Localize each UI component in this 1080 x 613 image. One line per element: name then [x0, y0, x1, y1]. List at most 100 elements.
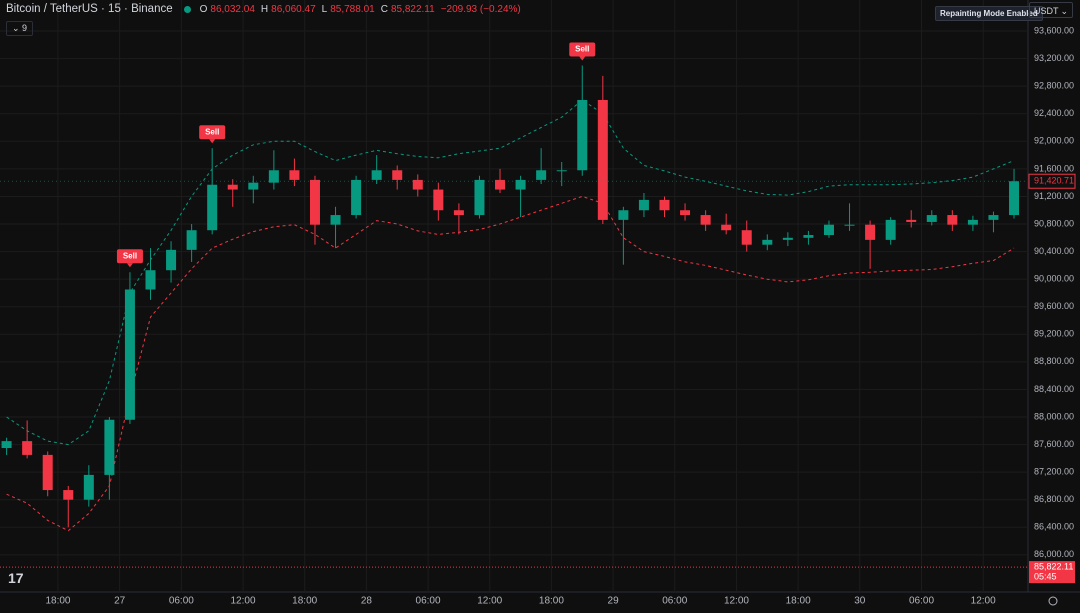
candle-body [227, 184, 238, 190]
candle-body [1, 441, 12, 449]
y-tick-label: 93,600.00 [1034, 25, 1074, 35]
y-tick-label: 92,400.00 [1034, 108, 1074, 118]
lower-band [6, 195, 1015, 532]
candle-body [597, 99, 608, 220]
candle-body [947, 215, 958, 225]
ohlc-key: H [260, 3, 269, 15]
y-tick-label: 87,200.00 [1034, 467, 1074, 477]
signal-box [199, 125, 226, 140]
x-tick-label: 12:00 [231, 596, 256, 607]
x-tick-label: 28 [361, 596, 373, 607]
signal-box [116, 249, 143, 264]
y-tick-label: 87,600.00 [1034, 439, 1074, 449]
candle-body [63, 490, 74, 500]
candle-body [207, 184, 218, 231]
x-tick-label: 06:00 [416, 596, 441, 607]
ohlc-value: 85,788.01 [330, 3, 375, 15]
countdown: 05:45 [1034, 571, 1057, 581]
candle-body [42, 454, 53, 491]
signal-label: Sell [575, 45, 589, 54]
current-price-box [1029, 561, 1075, 584]
x-tick-label: 27 [114, 596, 126, 607]
y-tick-label: 86,400.00 [1034, 522, 1074, 532]
signal-label: Sell [205, 127, 219, 136]
ohlc-value: 86,060.47 [271, 3, 316, 15]
current-price-label: 85,822.11 [1034, 561, 1073, 571]
candle-body [638, 199, 649, 211]
indicators-toggle[interactable]: ⌄ 9 [6, 21, 34, 36]
x-tick-label: 06:00 [169, 596, 194, 607]
logo: 17 [8, 570, 24, 586]
settings-icon[interactable] [1048, 596, 1058, 606]
last-price-box [1028, 173, 1076, 189]
candle-body [495, 179, 506, 190]
candle-body [618, 210, 629, 220]
candle-body [906, 219, 917, 222]
y-tick-label: 89,200.00 [1034, 329, 1074, 339]
candle-body [166, 249, 177, 271]
candle-body [823, 224, 834, 236]
candle-body [145, 270, 156, 290]
candle-body [700, 215, 711, 225]
currency-select[interactable]: USDT ⌄ [1029, 2, 1073, 18]
candle-body [22, 441, 33, 455]
candle-body [536, 170, 547, 180]
candle-body [371, 170, 382, 180]
ohlc-key: L [321, 3, 328, 15]
candle-body [556, 170, 567, 172]
ohlc-key: O [199, 3, 208, 15]
ohlc-value: 86,032.04 [210, 3, 255, 15]
y-tick-label: 88,400.00 [1034, 384, 1074, 394]
candle-body [330, 215, 341, 225]
x-tick-label: 18:00 [292, 596, 317, 607]
y-tick-label: 88,000.00 [1034, 411, 1074, 421]
y-tick-label: 93,200.00 [1034, 53, 1074, 63]
candle-body [680, 210, 691, 216]
y-tick-label: 90,400.00 [1034, 246, 1074, 256]
y-tick-label: 88,800.00 [1034, 356, 1074, 366]
candle-body [83, 474, 94, 500]
ohlc-key: C [380, 3, 388, 15]
indicator-count: 9 [22, 23, 28, 33]
candle-body [392, 170, 403, 180]
x-tick-label: 30 [854, 596, 866, 607]
y-tick-label: 90,800.00 [1034, 218, 1074, 228]
candle-body [721, 224, 732, 231]
candle-body [474, 179, 485, 216]
badge: Repainting Mode Enabled [935, 6, 1043, 21]
signal-pointer [209, 139, 216, 144]
candle-body [289, 170, 300, 180]
x-tick-label: 18:00 [45, 596, 70, 607]
candle-body [865, 224, 876, 240]
ohlc-value: 85,822.11 [390, 3, 435, 15]
signal-pointer [579, 56, 586, 61]
candle-body [659, 199, 670, 211]
currency: USDT [1034, 6, 1059, 16]
y-tick-label: 86,800.00 [1034, 494, 1074, 504]
status-dot [183, 5, 191, 13]
candle-body [515, 179, 526, 190]
candle-body [967, 219, 978, 225]
candle-body [104, 419, 115, 475]
header: Bitcoin / TetherUS · 15 · Binance O 86,03… [6, 3, 524, 15]
x-tick-label: 12:00 [477, 596, 502, 607]
candle-body [803, 235, 814, 238]
x-tick-label: 06:00 [909, 596, 934, 607]
candle-body [412, 179, 423, 190]
y-tick-label: 92,800.00 [1034, 81, 1074, 91]
x-tick-label: 18:00 [539, 596, 564, 607]
x-tick-label: 12:00 [724, 596, 749, 607]
candle-body [926, 215, 937, 222]
x-tick-label: 06:00 [662, 596, 687, 607]
y-tick-label: 91,600.00 [1034, 163, 1074, 173]
y-tick-label: 91,200.00 [1034, 191, 1074, 201]
candle-body [782, 237, 793, 240]
signal-box [569, 42, 596, 57]
upper-band [6, 99, 1015, 446]
candle-body [351, 179, 362, 216]
candle-body [844, 224, 855, 226]
y-tick-label: 90,000.00 [1034, 274, 1074, 284]
grid [0, 0, 1028, 592]
